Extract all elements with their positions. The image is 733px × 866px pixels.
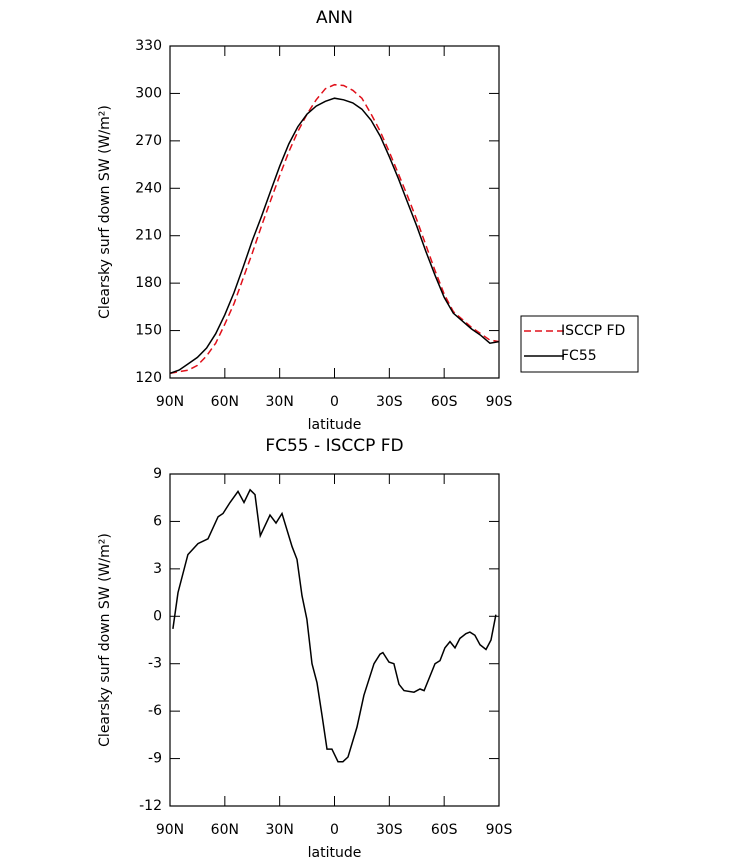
y-tick-label: 240: [135, 180, 162, 196]
y-tick-label: -6: [148, 703, 162, 719]
legend-box: [520, 315, 639, 373]
x-tick-label: 60N: [211, 822, 239, 838]
chart-title: FC55 - ISCCP FD: [265, 436, 403, 456]
x-axis-label: latitude: [308, 417, 362, 433]
y-tick-label: 210: [135, 228, 162, 244]
y-tick-label: 270: [135, 133, 162, 149]
y-tick-label: -12: [139, 798, 162, 814]
y-tick-label: 3: [153, 561, 162, 577]
data-line: [169, 83, 500, 375]
x-tick-label: 60N: [211, 394, 239, 410]
x-tick-label: 30S: [376, 822, 403, 838]
y-tick-label: 6: [153, 513, 162, 529]
x-tick-label: 60S: [431, 394, 458, 410]
y-axis-label: Clearsky surf down SW (W/m²): [97, 105, 113, 319]
x-tick-label: 0: [330, 822, 339, 838]
x-tick-label: 90N: [156, 822, 184, 838]
y-tick-label: 9: [153, 466, 162, 482]
x-tick-label: 30N: [266, 822, 294, 838]
x-tick-label: 60S: [431, 822, 458, 838]
chart-title: ANN: [316, 8, 353, 28]
y-tick-label: 300: [135, 85, 162, 101]
x-axis-label: latitude: [308, 845, 362, 861]
y-axis-label: Clearsky surf down SW (W/m²): [97, 533, 113, 747]
y-tick-label: 180: [135, 275, 162, 291]
x-tick-label: 90N: [156, 394, 184, 410]
x-tick-label: 0: [330, 394, 339, 410]
plot-frame: [169, 45, 500, 379]
legend-label: ISCCP FD: [561, 323, 625, 339]
data-line: [169, 97, 500, 375]
x-tick-label: 30N: [266, 394, 294, 410]
data-line: [172, 488, 497, 763]
y-tick-label: 330: [135, 38, 162, 54]
x-tick-label: 30S: [376, 394, 403, 410]
plot-frame: [169, 473, 500, 807]
legend-label: FC55: [561, 348, 597, 364]
y-tick-label: 120: [135, 370, 162, 386]
y-tick-label: 0: [153, 608, 162, 624]
y-tick-label: 150: [135, 323, 162, 339]
x-tick-label: 90S: [486, 394, 513, 410]
y-tick-label: -3: [148, 656, 162, 672]
y-tick-label: -9: [148, 751, 162, 767]
x-tick-label: 90S: [486, 822, 513, 838]
